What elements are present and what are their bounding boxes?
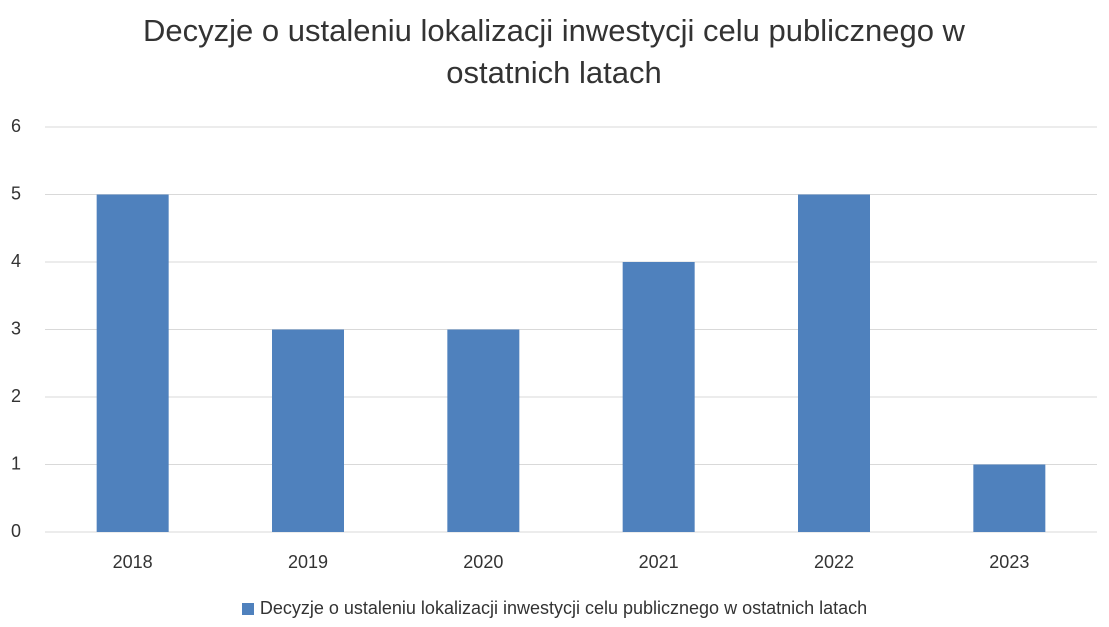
x-tick-label: 2019 xyxy=(288,552,328,572)
y-tick-label: 3 xyxy=(11,318,21,338)
x-tick-label: 2023 xyxy=(989,552,1029,572)
y-tick-label: 5 xyxy=(11,183,21,203)
bar xyxy=(447,329,520,532)
legend-swatch xyxy=(241,602,254,615)
legend-label: Decyzje o ustaleniu lokalizacji inwestyc… xyxy=(259,598,868,618)
y-tick-label: 4 xyxy=(11,251,21,271)
x-tick-label: 2022 xyxy=(814,552,854,572)
bar xyxy=(96,194,169,532)
bar xyxy=(272,329,344,532)
y-tick-label: 0 xyxy=(11,521,21,541)
legend: Decyzje o ustaleniu lokalizacji inwestyc… xyxy=(0,598,1109,619)
bar xyxy=(622,262,695,532)
bar xyxy=(798,194,870,532)
y-tick-label: 6 xyxy=(11,116,21,136)
chart-title: Decyzje o ustaleniu lokalizacji inwestyc… xyxy=(143,13,965,90)
y-tick-label: 2 xyxy=(11,386,21,406)
bar xyxy=(973,464,1046,532)
x-tick-label: 2020 xyxy=(463,552,503,572)
x-tick-label: 2021 xyxy=(639,552,679,572)
x-tick-label: 2018 xyxy=(113,552,153,572)
y-tick-label: 1 xyxy=(11,453,21,473)
